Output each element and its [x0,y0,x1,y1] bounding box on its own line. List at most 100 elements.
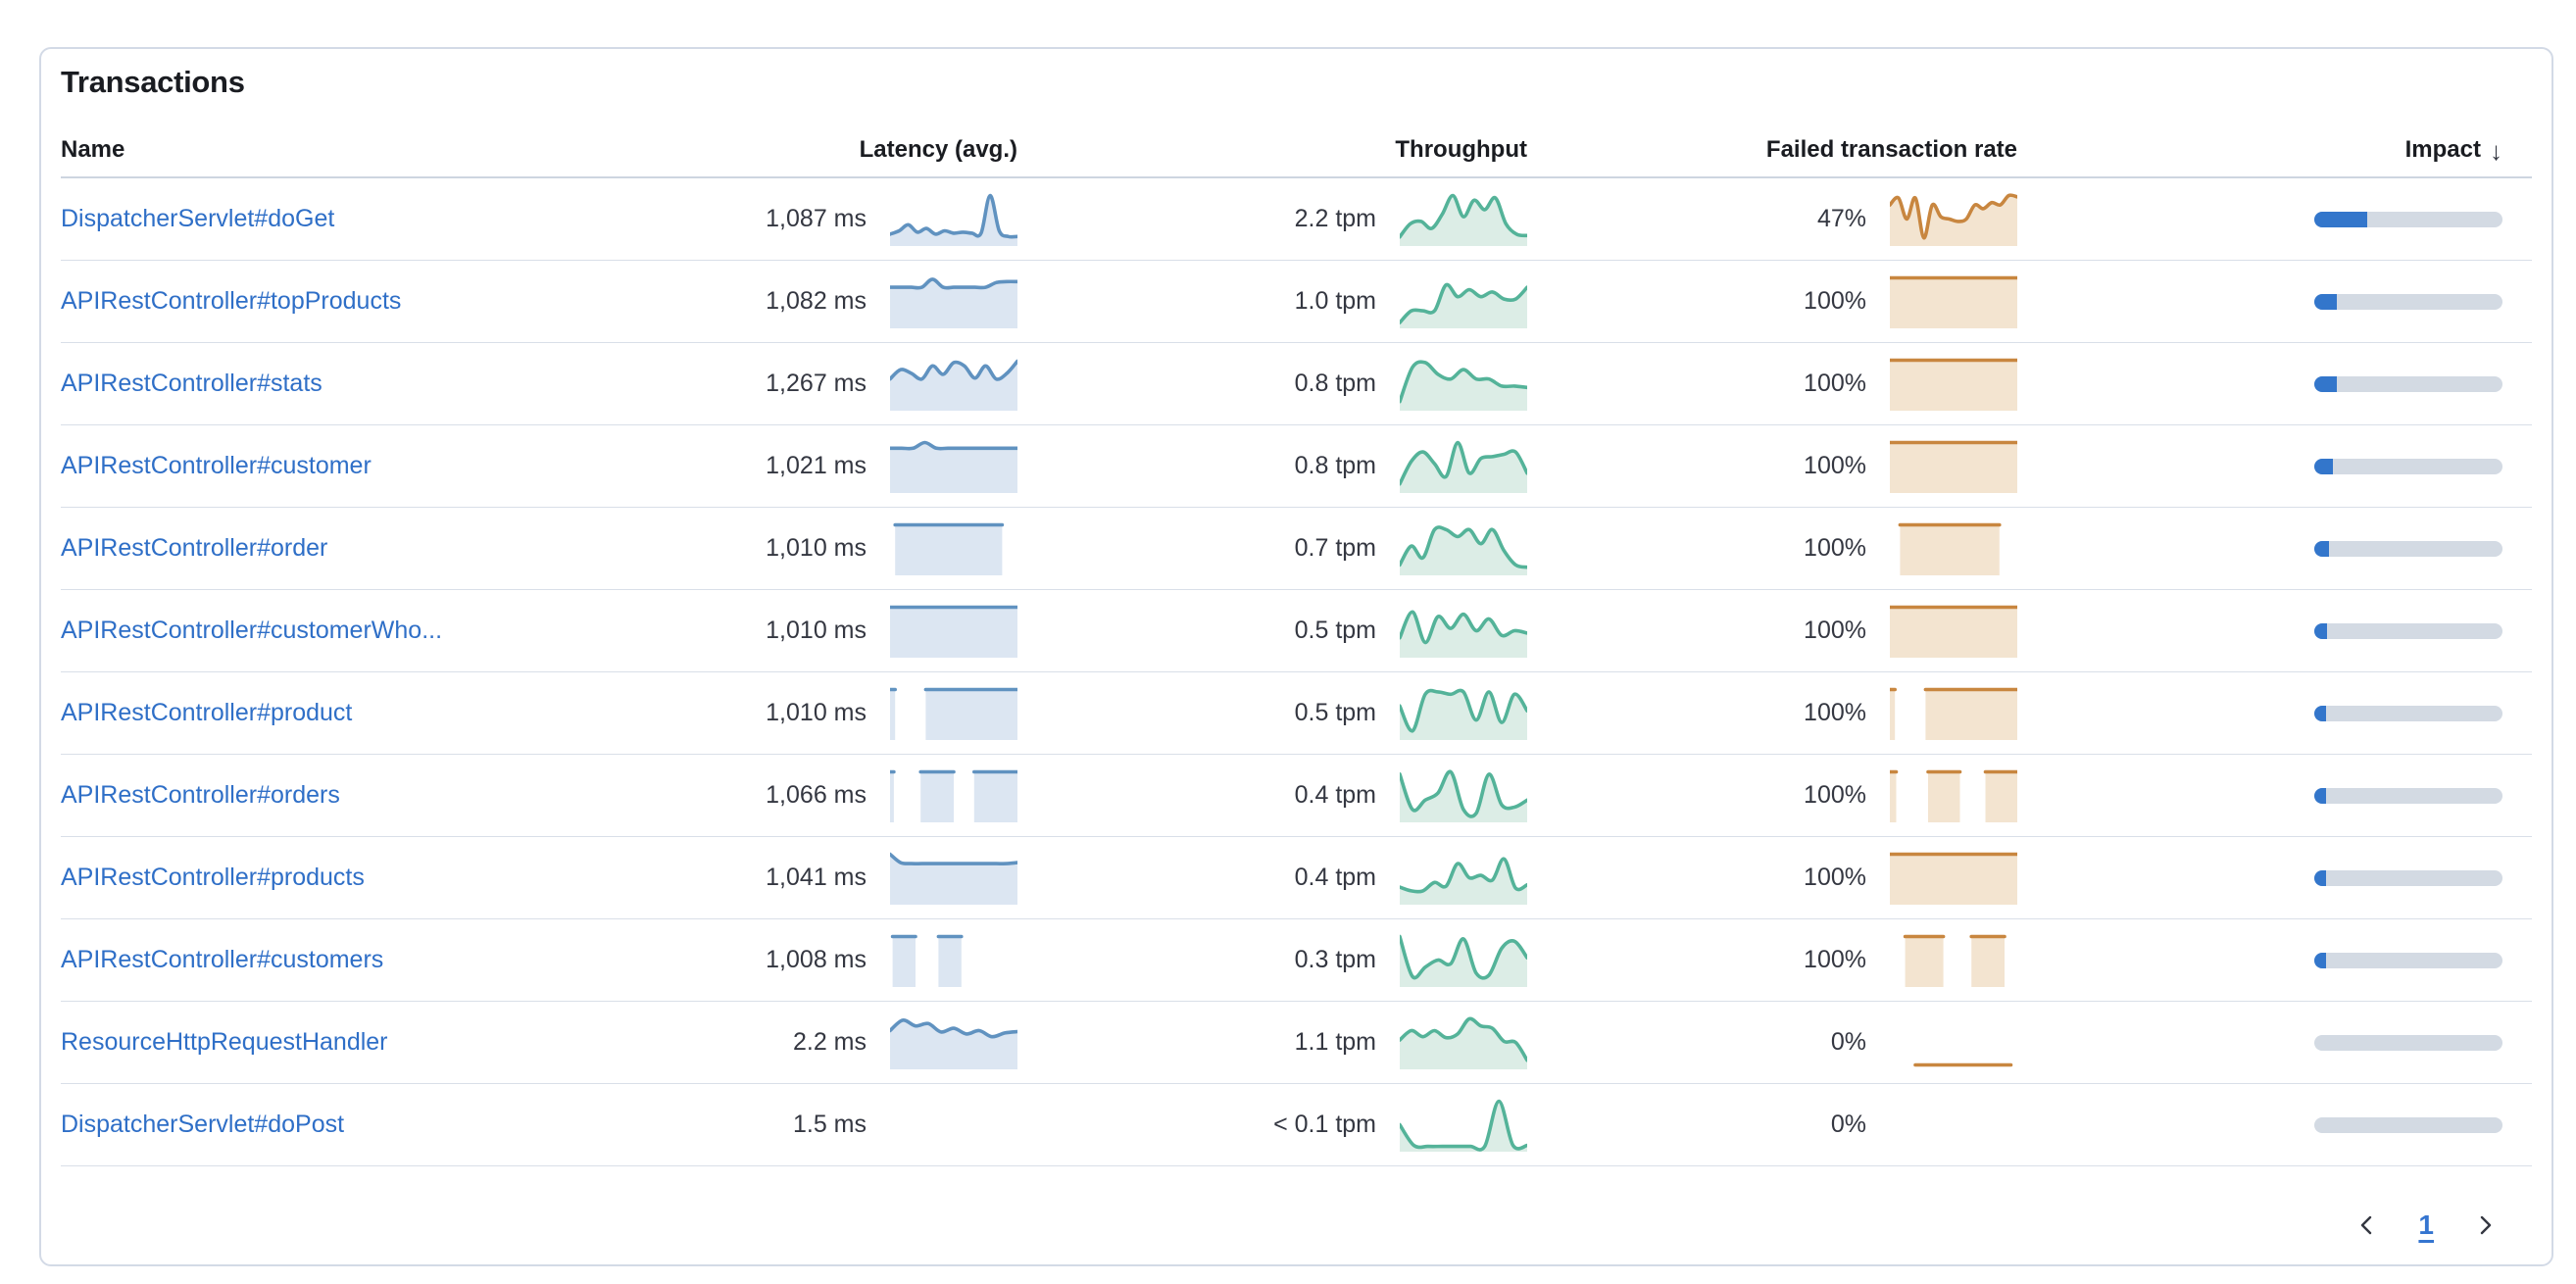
transaction-name-cell: DispatcherServlet#doGet [61,205,738,233]
column-header-latency[interactable]: Latency (avg.) [859,136,1017,163]
impact-bar-fill [2314,869,2326,886]
transaction-name-cell: APIRestController#product [61,699,738,727]
next-page-button[interactable] [2471,1211,2499,1239]
failed-rate-sparkline [1880,837,2017,918]
impact-bar [2314,458,2502,474]
column-header-name[interactable]: Name [61,136,125,163]
throughput-sparkline [1390,178,1527,260]
impact-cell [2017,952,2532,968]
throughput-sparkline [1390,837,1527,918]
throughput-value: 0.3 tpm [1294,946,1376,973]
failed-rate-sparkline [1880,508,2017,589]
transaction-link[interactable]: APIRestController#orders [61,781,340,809]
throughput-sparkline [1390,590,1527,671]
impact-cell [2017,622,2532,639]
throughput-value: 0.4 tpm [1294,864,1376,891]
table-row: APIRestController#order 1,010 ms 0.7 tpm 10… [61,508,2532,590]
failed-rate-value: 100% [1804,452,1866,479]
transaction-name-cell: APIRestController#topProducts [61,287,738,316]
panel-title: Transactions [61,65,245,99]
table-row: DispatcherServlet#doGet 1,087 ms 2.2 tpm 47… [61,178,2532,261]
latency-sparkline [880,1002,1017,1083]
transaction-link[interactable]: APIRestController#products [61,864,365,891]
throughput-value: 2.2 tpm [1294,205,1376,232]
impact-bar-fill [2314,705,2327,721]
latency-value: 1,267 ms [766,370,867,397]
impact-cell [2017,293,2532,310]
transaction-link[interactable]: DispatcherServlet#doPost [61,1111,345,1138]
transaction-link[interactable]: APIRestController#stats [61,370,322,397]
impact-bar-fill [2314,787,2326,804]
impact-bar [2314,622,2502,639]
impact-cell [2017,458,2532,474]
impact-cell [2017,1116,2532,1133]
throughput-value: 0.8 tpm [1294,452,1376,479]
table-row: APIRestController#stats 1,267 ms 0.8 tpm 10… [61,343,2532,425]
impact-bar-fill [2314,952,2326,968]
failed-rate-sparkline [1880,755,2017,836]
latency-sparkline [880,343,1017,424]
impact-cell [2017,375,2532,392]
transaction-link[interactable]: APIRestController#product [61,699,353,726]
failed-rate-value: 100% [1804,617,1866,644]
failed-rate-value: 100% [1804,370,1866,397]
throughput-value: 0.4 tpm [1294,781,1376,809]
transaction-name-cell: DispatcherServlet#doPost [61,1111,738,1139]
transaction-link[interactable]: APIRestController#topProducts [61,287,402,315]
transaction-link[interactable]: APIRestController#customer [61,452,372,479]
latency-value: 1,010 ms [766,534,867,562]
impact-cell [2017,869,2532,886]
transaction-name-cell: APIRestController#customerWho... [61,617,738,645]
column-header-throughput[interactable]: Throughput [1395,136,1527,163]
latency-sparkline [880,508,1017,589]
latency-value: 1,082 ms [766,287,867,315]
chevron-right-icon [2480,1215,2492,1235]
transaction-link[interactable]: DispatcherServlet#doGet [61,205,335,232]
transaction-link[interactable]: APIRestController#customers [61,946,384,973]
failed-rate-sparkline [1880,1002,2017,1083]
impact-bar-fill [2314,211,2367,227]
failed-rate-sparkline [1880,1084,2017,1165]
column-header-impact[interactable]: Impact ↓ [2017,135,2532,166]
impact-bar [2314,869,2502,886]
column-header-failed-rate[interactable]: Failed transaction rate [1765,136,2017,163]
impact-cell [2017,787,2532,804]
failed-rate-sparkline [1880,590,2017,671]
previous-page-button[interactable] [2353,1211,2381,1239]
table-row: ResourceHttpRequestHandler 2.2 ms 1.1 tpm 0… [61,1002,2532,1084]
page-number-current[interactable]: 1 [2418,1210,2434,1240]
transaction-link[interactable]: APIRestController#customerWho... [61,617,443,644]
latency-sparkline [880,672,1017,754]
failed-rate-value: 47% [1816,205,1866,232]
failed-rate-value: 100% [1804,781,1866,809]
transaction-link[interactable]: APIRestController#order [61,534,328,562]
impact-cell [2017,705,2532,721]
latency-value: 1,021 ms [766,452,867,479]
throughput-value: 1.1 tpm [1294,1028,1376,1056]
impact-bar-fill [2314,622,2328,639]
failed-rate-sparkline [1880,672,2017,754]
throughput-sparkline [1390,508,1527,589]
table-row: APIRestController#customer 1,021 ms 0.8 tp… [61,425,2532,508]
pagination: 1 [61,1210,2532,1241]
throughput-value: 0.5 tpm [1294,699,1376,726]
transaction-link[interactable]: ResourceHttpRequestHandler [61,1028,388,1056]
table-header: Name Latency (avg.) Throughput Failed tr… [61,123,2532,178]
failed-rate-value: 0% [1830,1111,1866,1138]
transaction-name-cell: APIRestController#order [61,534,738,563]
latency-sparkline [880,755,1017,836]
failed-rate-sparkline [1880,919,2017,1001]
table-row: APIRestController#customerWho... 1,010 ms… [61,590,2532,672]
impact-bar-fill [2314,375,2338,392]
transaction-name-cell: APIRestController#products [61,864,738,892]
throughput-sparkline [1390,1084,1527,1165]
failed-rate-value: 100% [1804,946,1866,973]
latency-value: 1,010 ms [766,699,867,726]
table-row: APIRestController#product 1,010 ms 0.5 tpm… [61,672,2532,755]
throughput-sparkline [1390,425,1527,507]
transaction-name-cell: ResourceHttpRequestHandler [61,1028,738,1057]
impact-cell [2017,211,2532,227]
failed-rate-sparkline [1880,261,2017,342]
transactions-panel: Transactions Name Latency (avg.) Through… [39,47,2553,1266]
impact-bar [2314,540,2502,557]
